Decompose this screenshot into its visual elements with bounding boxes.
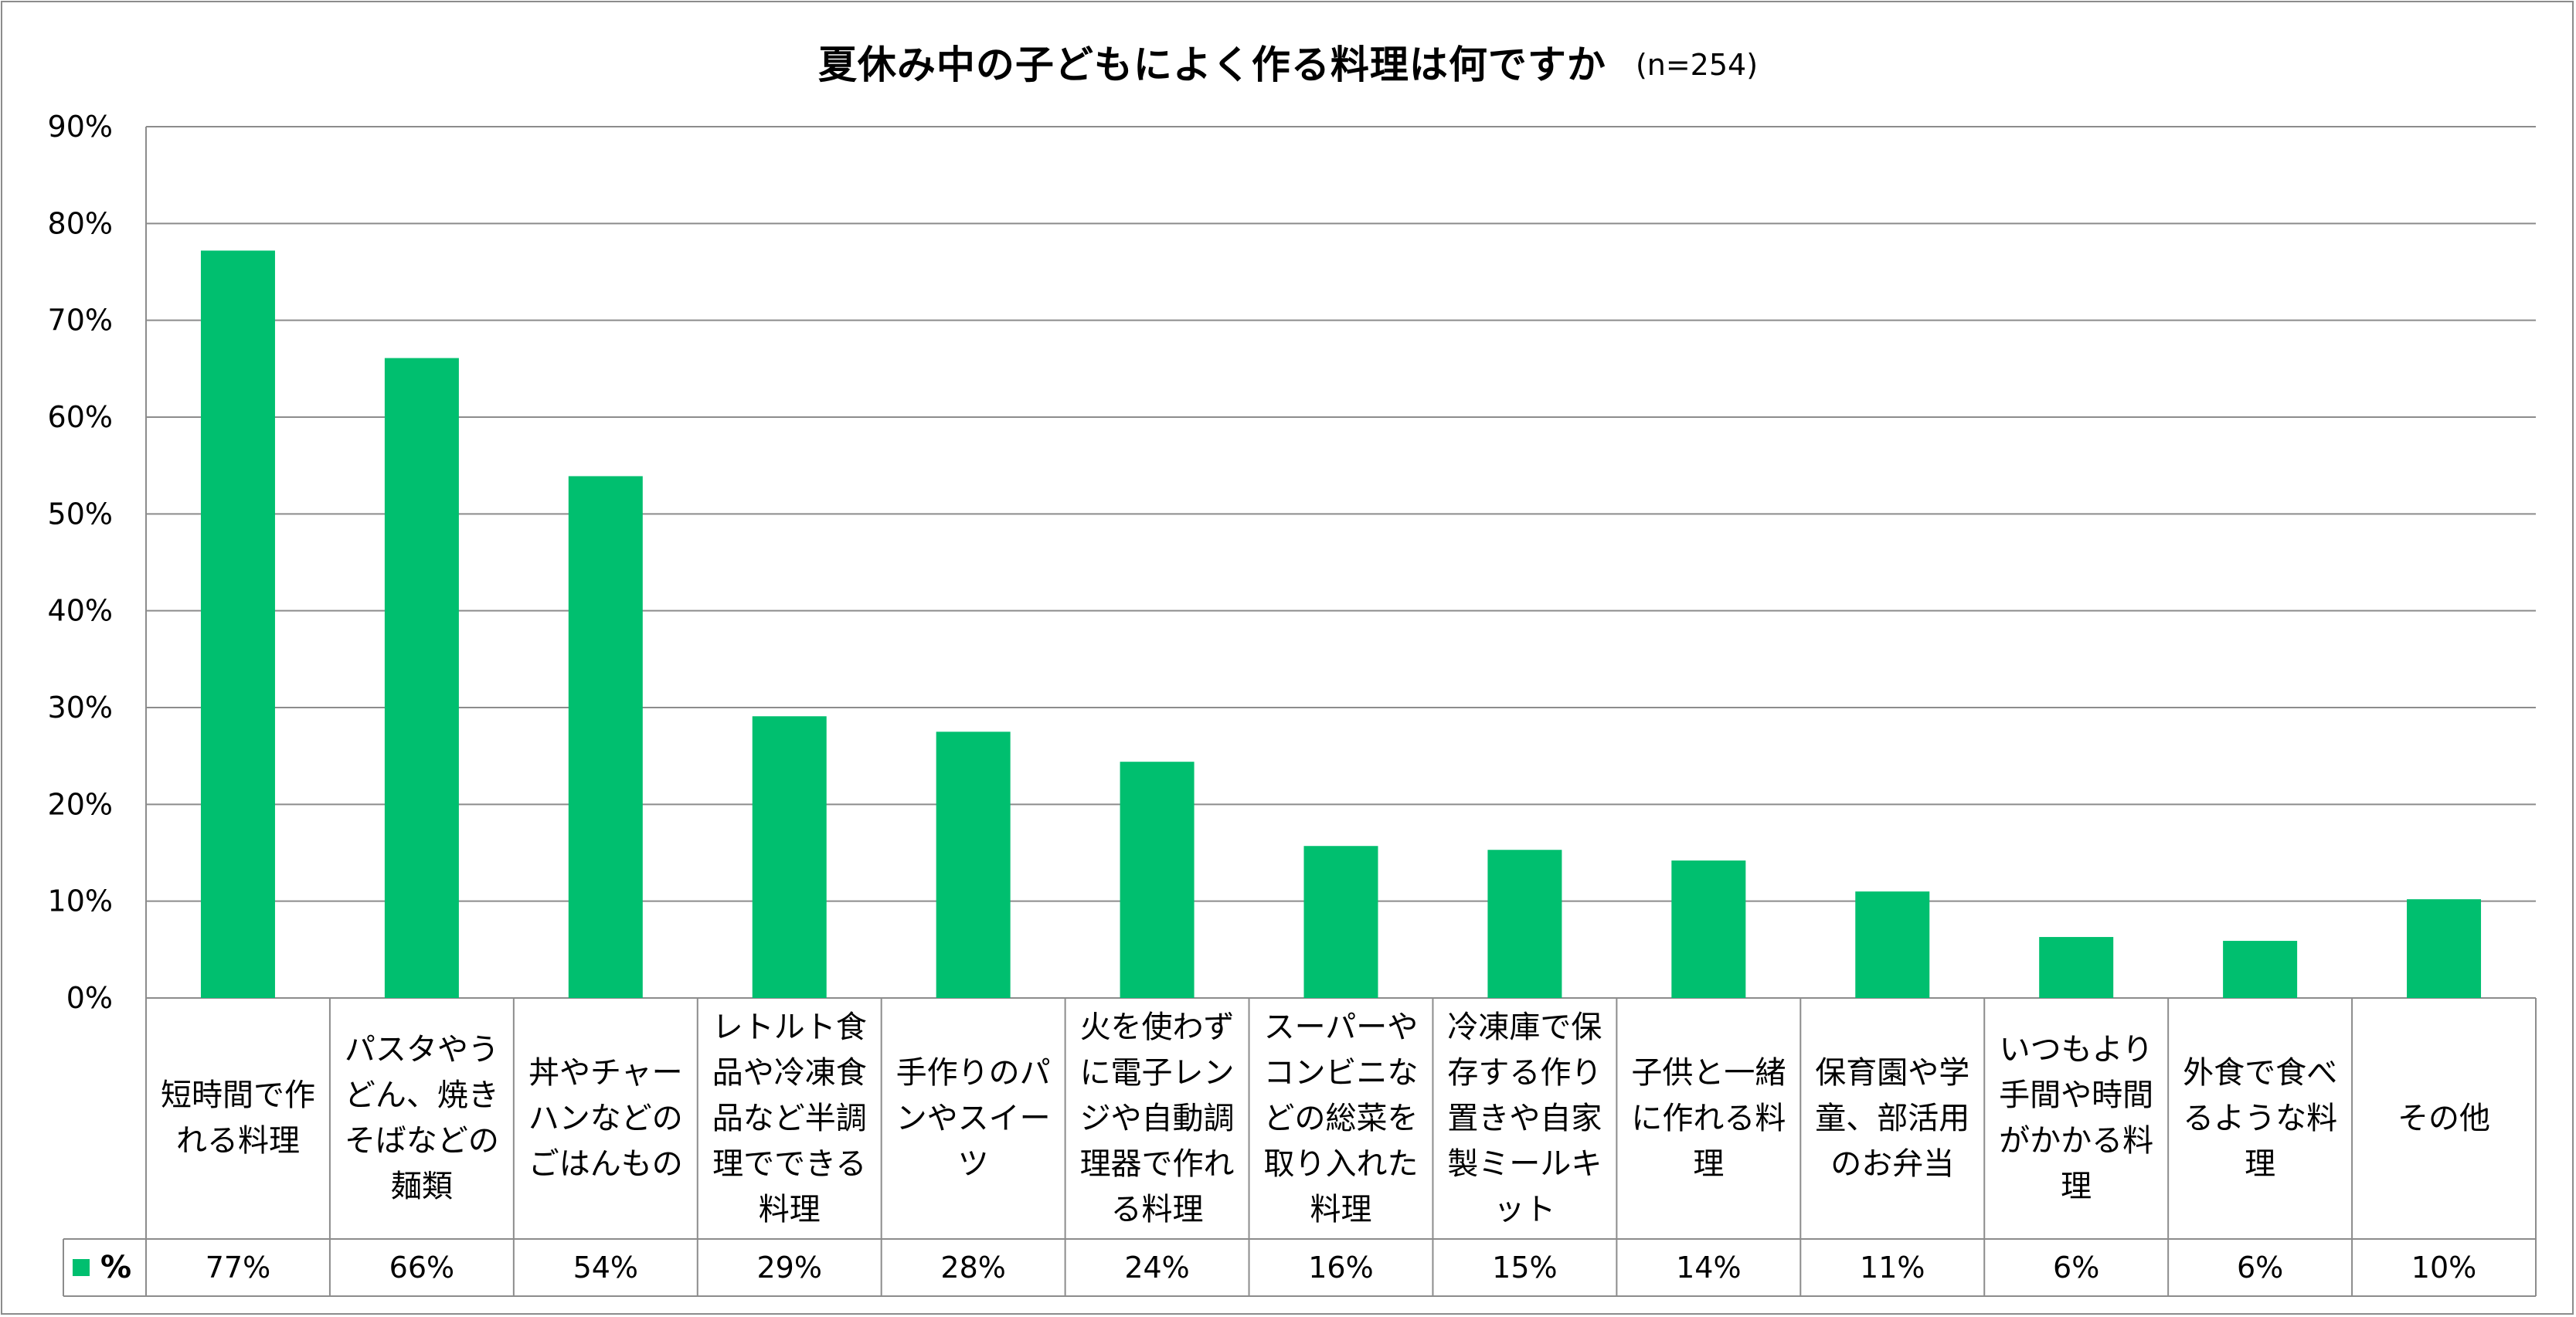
- x-tick-label: 手作りのパンやスイーツ: [895, 1054, 1051, 1182]
- legend-swatch: [73, 1259, 90, 1276]
- x-tick-label: 子供と一緒に作れる料理: [1631, 1054, 1786, 1182]
- x-tick-label: 冷凍庫で保存する作り置きや自家製ミールキット: [1447, 1009, 1602, 1227]
- x-tick-label: 保育園や学童、部活用のお弁当: [1815, 1054, 1970, 1182]
- legend-label: %: [100, 1250, 132, 1285]
- data-label: 24%: [1124, 1251, 1190, 1285]
- bar: [752, 716, 827, 998]
- y-tick-label: 20%: [48, 787, 113, 821]
- bar: [1855, 891, 1930, 998]
- category-cell: いつもより手間や時間がかかる料理: [1987, 1000, 2165, 1237]
- x-tick-label: レトルト食品や冷凍食品など半調理でできる料理: [712, 1009, 867, 1227]
- chart-title: 夏休み中の子どもによく作る料理は何ですか: [817, 42, 1606, 87]
- data-label: 6%: [2236, 1251, 2284, 1285]
- x-tick-label: その他: [2398, 1100, 2491, 1136]
- y-tick-label: 30%: [48, 691, 113, 725]
- bar: [568, 476, 643, 998]
- data-label: 14%: [1676, 1251, 1742, 1285]
- bar: [2407, 899, 2482, 998]
- y-tick-label: 90%: [48, 110, 113, 144]
- category-cell: 冷凍庫で保存する作り置きや自家製ミールキット: [1436, 1000, 1613, 1237]
- bar: [2039, 937, 2114, 998]
- category-cell: 短時間で作れる料理: [149, 1000, 327, 1237]
- data-label: 54%: [573, 1251, 639, 1285]
- bar: [384, 358, 459, 999]
- category-cell: 保育園や学童、部活用のお弁当: [1803, 1000, 1981, 1237]
- y-tick-label: 50%: [48, 497, 113, 531]
- bar: [1303, 846, 1378, 998]
- y-tick-label: 0%: [66, 981, 113, 1015]
- y-tick-label: 80%: [48, 206, 113, 240]
- x-tick-label: 丼やチャーハンなどのごはんもの: [528, 1054, 683, 1182]
- data-label: 77%: [205, 1251, 271, 1285]
- chart-sample-size: (n=254): [1635, 48, 1759, 82]
- data-label: 6%: [2053, 1251, 2100, 1285]
- data-label: 10%: [2411, 1251, 2477, 1285]
- x-tick-label: スーパーやコンビニなどの総菜を取り入れた料理: [1263, 1009, 1419, 1227]
- y-tick-label: 40%: [48, 594, 113, 628]
- category-cell: 丼やチャーハンなどのごはんもの: [517, 1000, 695, 1237]
- y-tick-label: 70%: [48, 304, 113, 338]
- chart-header: 夏休み中の子どもによく作る料理は何ですか (n=254): [0, 34, 2576, 90]
- y-tick-label: 10%: [48, 884, 113, 918]
- y-tick-label: 60%: [48, 400, 113, 434]
- category-cell: 外食で食べるような料理: [2171, 1000, 2349, 1237]
- data-label: 29%: [756, 1251, 822, 1285]
- category-cell: パスタやうどん、焼きそばなどの麺類: [333, 1000, 511, 1237]
- category-cell: 火を使わずに電子レンジや自動調理器で作れる料理: [1069, 1000, 1246, 1237]
- x-tick-label: 外食で食べるような料理: [2183, 1054, 2338, 1182]
- x-tick-label: 火を使わずに電子レンジや自動調理器で作れる料理: [1079, 1009, 1235, 1227]
- bar: [1487, 850, 1562, 998]
- bar: [1120, 762, 1195, 998]
- data-label: 15%: [1492, 1251, 1558, 1285]
- category-cell: スーパーやコンビニなどの総菜を取り入れた料理: [1252, 1000, 1430, 1237]
- category-cell: 子供と一緒に作れる料理: [1619, 1000, 1797, 1237]
- x-tick-label: パスタやうどん、焼きそばなどの麺類: [344, 1032, 499, 1204]
- data-label: 66%: [389, 1251, 455, 1285]
- bar: [1671, 860, 1746, 998]
- bar: [200, 250, 275, 999]
- x-tick-label: いつもより手間や時間がかかる料理: [1999, 1032, 2154, 1204]
- data-label: 11%: [1860, 1251, 1925, 1285]
- x-tick-label: 短時間で作れる料理: [160, 1078, 315, 1159]
- bar: [936, 731, 1011, 998]
- data-label: 28%: [940, 1251, 1006, 1285]
- data-label: 16%: [1308, 1251, 1374, 1285]
- category-cell: 手作りのパンやスイーツ: [885, 1000, 1062, 1237]
- bar: [2223, 941, 2298, 998]
- legend: %: [63, 1239, 144, 1296]
- category-cell: レトルト食品や冷凍食品など半調理でできる料理: [701, 1000, 878, 1237]
- category-cell: その他: [2355, 1000, 2533, 1237]
